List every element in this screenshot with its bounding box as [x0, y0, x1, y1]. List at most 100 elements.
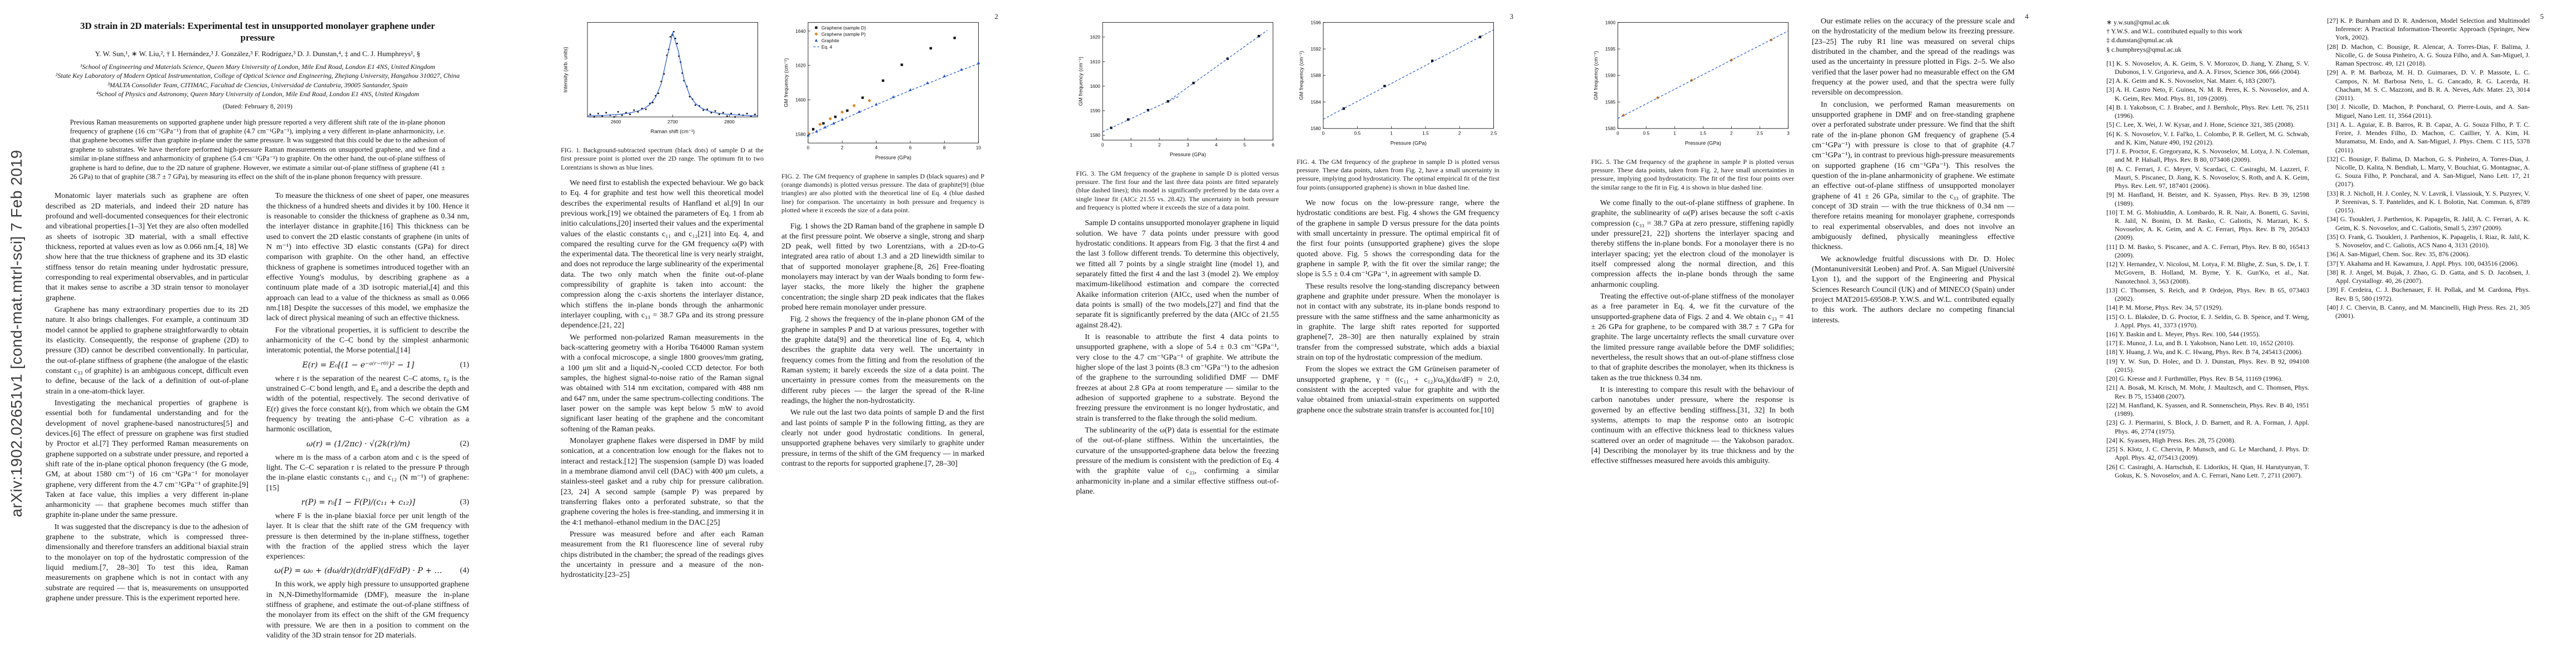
svg-text:Graphite: Graphite — [821, 38, 839, 43]
svg-text:0: 0 — [807, 145, 810, 151]
equation-number: (3) — [460, 497, 469, 506]
column-left: Monatomic layer materials such as graphe… — [46, 191, 248, 643]
page-number: 5 — [2540, 12, 2544, 21]
svg-text:2800: 2800 — [724, 119, 735, 125]
svg-text:Pressure (GPa): Pressure (GPa) — [1170, 152, 1206, 157]
svg-text:Raman shift (cm⁻¹): Raman shift (cm⁻¹) — [651, 129, 695, 135]
equation-formula: ω(P) = ω₀ + (dω/dr)(dr/dF)(dF/dP) · P + … — [274, 566, 442, 576]
reference-item: [3] A. H. Castro Neto, F. Guinea, N. M. … — [2106, 86, 2309, 102]
svg-text:1610: 1610 — [1090, 59, 1100, 64]
body-paragraph: Investigating the mechanical properties … — [46, 399, 248, 520]
reference-item: [1] K. S. Novoselov, A. K. Geim, S. V. M… — [2106, 59, 2309, 76]
equation-number: (1) — [460, 360, 469, 369]
body-paragraph: It is interesting to compare this result… — [1591, 385, 1794, 466]
figure-5: 0 0.5 1 1.5 2 2.5 3 1580 1585 1590 1595 1600 Pressur… — [1591, 18, 1794, 192]
affiliation-1: ¹School of Engineering and Materials Sci… — [80, 62, 435, 71]
figure-caption: FIG. 1. Background-subtracted spectrum (b… — [561, 146, 764, 172]
reference-item: [26] C. Casiraghi, A. Hartschuh, E. Lido… — [2106, 462, 2309, 479]
figure-4: 0 0.5 1 1.5 2 2.5 1580 1584 1588 1592 1596 Pressure… — [1297, 18, 1499, 192]
svg-text:1620: 1620 — [795, 63, 806, 68]
body-paragraph: In conclusion, we performed Raman measur… — [1812, 100, 2015, 252]
chart-fig2: 0 2 4 6 8 10 1580 1600 1620 1640 Pressure (GPa) GM … — [781, 18, 984, 166]
body-paragraph: We now focus on the low-pressure range, … — [1297, 199, 1499, 279]
svg-text:1580: 1580 — [1311, 126, 1321, 131]
chart-fig3: 0 1 2 3 4 5 6 1580 1590 1600 1610 1620 Pressure (GPa… — [1076, 18, 1279, 163]
reference-item: [34] G. Tsoukleri, J. Parthenios, K. Pap… — [2327, 215, 2530, 232]
svg-text:2: 2 — [1730, 131, 1733, 136]
abstract: Previous Raman measurements on supported… — [70, 118, 445, 181]
body-paragraph: where F is the in-plane biaxial force pe… — [266, 511, 469, 561]
equation-4: ω(P) = ω₀ + (dω/dr)(dr/dF)(dF/dP) · P + … — [266, 566, 469, 575]
svg-text:Eq. 4: Eq. 4 — [821, 44, 833, 49]
figure-caption-text: The GM frequency of the graphene in samp… — [1076, 169, 1279, 211]
page-4: 4 0 0.5 1 1.5 2 2.5 3 1580 1585 1590 1595 1600 Press… — [1546, 0, 2061, 667]
paragraph-list: We need first to establish the expected … — [561, 178, 764, 581]
reference-item: [40] J. C. Chervin, B. Canny, and M. Man… — [2327, 303, 2530, 320]
figure-caption: FIG. 4. The GM frequency of the graphene … — [1297, 158, 1499, 192]
body-paragraph: We come finally to the out-of-plane stif… — [1591, 199, 1794, 289]
svg-text:Graphene (sample P): Graphene (sample P) — [821, 31, 866, 37]
affiliation-3: ³MALTA Consolider Team, CITIMAC, Faculta… — [107, 81, 408, 89]
page3-columns: 0 1 2 3 4 5 6 1580 1590 1600 1610 1620 Pressure (GPa… — [1076, 17, 1500, 499]
paragraph-list: Monatomic layer materials such as graphe… — [46, 191, 248, 604]
reference-item: [37] Y. Akahama and H. Kawamura, J. Appl… — [2327, 259, 2519, 267]
column-left: 0 1 2 3 4 5 6 1580 1590 1600 1610 1620 Pressure (GPa… — [1076, 17, 1279, 499]
affiliation-4: ⁴School of Physics and Astronomy, Queen … — [96, 90, 420, 98]
reference-item: [16] Y. Baskin and L. Meyer, Phys. Rev. … — [2106, 330, 2260, 339]
reference-item: [20] G. Kresse and J. Furthmüller, Phys.… — [2106, 375, 2283, 383]
body-paragraph: We performed non-polarized Raman measure… — [561, 333, 764, 434]
svg-text:1590: 1590 — [1090, 108, 1100, 113]
page4-columns: 0 0.5 1 1.5 2 2.5 3 1580 1585 1590 1595 1600 Pressur… — [1591, 17, 2015, 469]
body-paragraph: where m is the mass of a carbon atom and… — [266, 453, 469, 492]
reference-item: [7] J. E. Proctor, E. Gregoryanz, K. S. … — [2106, 147, 2309, 164]
figure-label: FIG. 3. — [1076, 169, 1096, 177]
body-paragraph: Treating the effective out-of-plane stif… — [1591, 292, 1794, 382]
svg-text:2.5: 2.5 — [1757, 131, 1763, 136]
svg-text:2: 2 — [1158, 142, 1161, 148]
svg-text:GM frequency (cm⁻¹): GM frequency (cm⁻¹) — [1593, 51, 1598, 100]
svg-text:10: 10 — [976, 145, 981, 151]
reference-item: [19] Y. W. Sun, D. Holec, and D. J. Duns… — [2106, 357, 2309, 374]
body-paragraph: In this work, we apply high pressure to … — [266, 580, 469, 640]
svg-text:Graphene (sample D): Graphene (sample D) — [821, 25, 866, 31]
svg-text:0.5: 0.5 — [1354, 131, 1361, 136]
paragraph-list: We now focus on the low-pressure range, … — [1297, 198, 1499, 416]
reference-item: [22] M. Hanfland, K. Syassen, and R. Son… — [2106, 401, 2309, 418]
svg-text:2: 2 — [841, 145, 844, 151]
reference-item: [29] A. P. M. Barboza, M. H. D. Guimarae… — [2327, 68, 2530, 102]
figure-label: FIG. 1. — [561, 146, 581, 154]
svg-text:0: 0 — [1617, 131, 1620, 136]
column-right: 0 2 4 6 8 10 1580 1600 1620 1640 Pressure (GPa) GM … — [781, 17, 984, 583]
body-paragraph: where r is the separation of the nearest… — [266, 374, 469, 434]
arxiv-stamp: arXiv:1902.02651v1 [cond-mat.mtrl-sci] 7… — [8, 150, 25, 517]
svg-text:6: 6 — [1272, 142, 1274, 148]
svg-text:Intensity (arb. units): Intensity (arb. units) — [562, 47, 568, 92]
figure-caption-text: The GM frequency of the graphene in samp… — [1297, 157, 1499, 191]
figure-caption-text: The GM frequency of the graphene in samp… — [1591, 157, 1794, 191]
equation-formula: r(P) = r₀[1 − F(P)/(c₁₁ + c₁₂)] — [301, 497, 415, 507]
chart-fig5: 0 0.5 1 1.5 2 2.5 3 1580 1585 1590 1595 1600 Pressur… — [1591, 18, 1794, 151]
body-paragraph: We need first to establish the expected … — [561, 178, 764, 330]
figure-label: FIG. 4. — [1297, 157, 1317, 166]
svg-text:1.5: 1.5 — [1700, 131, 1706, 136]
reference-item: [4] B. I. Yakobson, C. J. Brabec, and J.… — [2106, 103, 2309, 120]
reference-item: [30] J. Nicolle, D. Machon, P. Poncharal… — [2327, 103, 2530, 120]
reference-item: [39] F. Cerdeira, C. J. Buchenauer, F. H… — [2327, 286, 2530, 302]
figure-caption: FIG. 5. The GM frequency of the graphene … — [1591, 158, 1794, 192]
dated-line: (Dated: February 8, 2019) — [222, 102, 293, 110]
svg-text:1580: 1580 — [1090, 132, 1100, 138]
reference-item: [32] C. Bousige, F. Balima, D. Machon, G… — [2327, 155, 2530, 188]
svg-text:0.5: 0.5 — [1643, 131, 1650, 136]
page2-columns: 2600 2700 2800 Raman shift (cm⁻¹) Intensity … — [561, 17, 985, 583]
body-paragraph: Graphene has many extraordinary properti… — [46, 305, 248, 396]
svg-text:6: 6 — [909, 145, 912, 151]
reference-item: [27] K. P. Burnham and D. R. Anderson, M… — [2327, 17, 2530, 42]
chart-fig4: 0 0.5 1 1.5 2 2.5 1580 1584 1588 1592 1596 Pressure… — [1297, 18, 1499, 151]
column-right: 0 0.5 1 1.5 2 2.5 1580 1584 1588 1592 1596 Pressure… — [1297, 17, 1499, 499]
equation-number: (4) — [460, 566, 469, 575]
svg-text:Pressure (GPa): Pressure (GPa) — [1685, 140, 1721, 146]
footnote: † Y.W.S. and W.L. contributed equally to… — [2106, 27, 2243, 36]
svg-text:1592: 1592 — [1311, 46, 1321, 52]
reference-item: [10] T. M. G. Mohiuddin, A. Lombardo, R.… — [2106, 208, 2309, 242]
